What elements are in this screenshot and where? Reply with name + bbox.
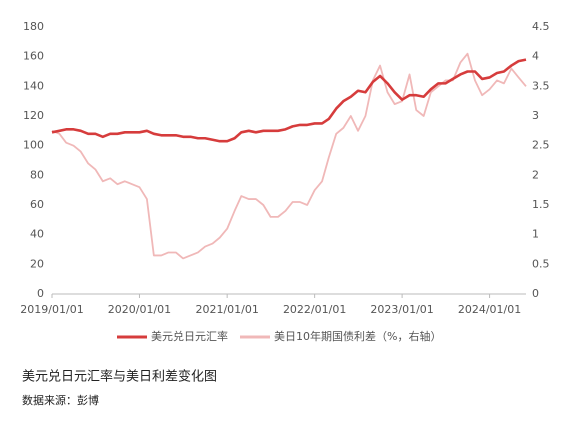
y-tick-label: 180	[23, 20, 44, 33]
y2-tick-label: 3	[532, 109, 539, 122]
series-line	[51, 52, 527, 260]
y2-tick-label: 4	[532, 50, 539, 63]
legend-label: 美日10年期国债利差（%，右轴）	[274, 329, 441, 343]
series-line	[51, 58, 527, 143]
y-tick-label: 140	[23, 79, 44, 92]
y2-tick-label: 4.5	[532, 20, 550, 33]
legend-label: 美元兑日元汇率	[151, 329, 228, 343]
y-tick-label: 0	[37, 287, 44, 300]
x-tick-label: 2023/01/01	[370, 303, 433, 316]
y2-tick-label: 2.5	[532, 139, 550, 152]
y-tick-label: 20	[30, 257, 44, 270]
chart-source: 数据来源：彭博	[22, 393, 99, 407]
chart-title: 美元兑日元汇率与美日利差变化图	[22, 369, 217, 385]
x-tick-label: 2024/01/01	[458, 303, 521, 316]
y2-tick-label: 1	[532, 228, 539, 241]
y2-tick-label: 3.5	[532, 79, 550, 92]
y-tick-label: 120	[23, 109, 44, 122]
y-tick-label: 40	[30, 228, 44, 241]
x-tick-label: 2021/01/01	[195, 303, 258, 316]
y2-tick-label: 0	[532, 287, 539, 300]
y2-tick-label: 2	[532, 168, 539, 181]
y2-tick-label: 0.5	[532, 257, 550, 270]
y-tick-label: 100	[23, 139, 44, 152]
y-tick-label: 60	[30, 198, 44, 211]
x-tick-label: 2019/01/01	[20, 303, 83, 316]
y2-tick-label: 1.5	[532, 198, 550, 211]
y-tick-label: 80	[30, 168, 44, 181]
y-tick-label: 160	[23, 50, 44, 63]
x-tick-label: 2020/01/01	[108, 303, 171, 316]
x-tick-label: 2022/01/01	[283, 303, 346, 316]
